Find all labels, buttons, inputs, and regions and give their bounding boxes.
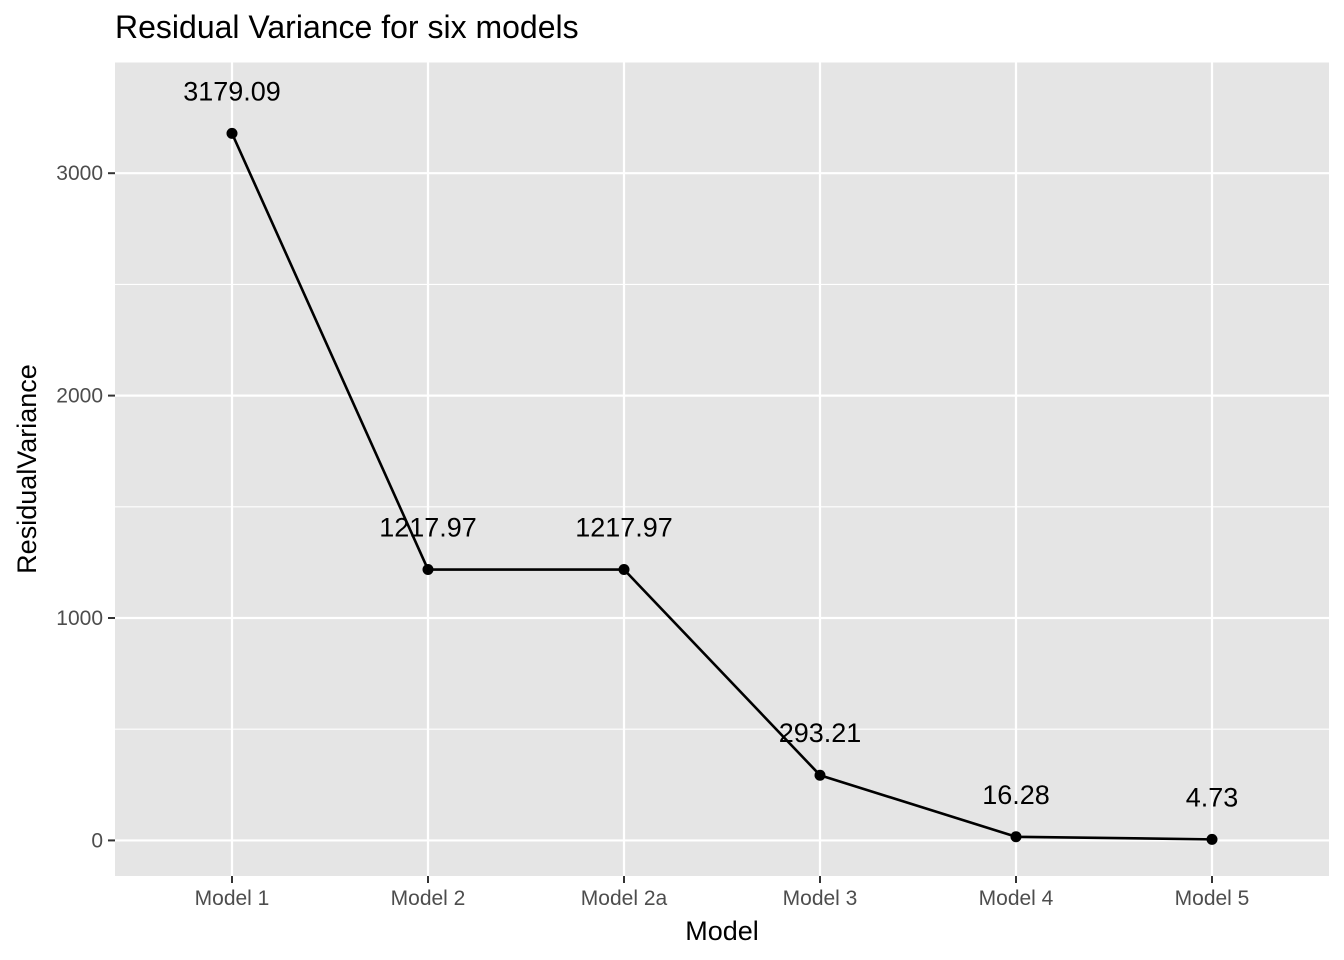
- data-label: 3179.09: [183, 76, 281, 106]
- x-tick-label: Model 5: [1175, 887, 1250, 910]
- x-axis-title: Model: [685, 916, 759, 946]
- x-tick-label: Model 2: [391, 887, 466, 910]
- y-axis: 0 1000 2000 3000: [56, 162, 115, 852]
- y-axis-title: ResidualVariance: [12, 364, 42, 574]
- series-line-group: [230, 132, 1213, 841]
- data-point: [618, 564, 630, 576]
- data-label: 16.28: [982, 780, 1050, 810]
- x-tick-label: Model 3: [783, 887, 858, 910]
- data-point: [1206, 833, 1218, 845]
- x-tick-label: Model 4: [979, 887, 1054, 910]
- x-axis: Model 1 Model 2 Model 2a Model 3 Model 4 Mode…: [195, 876, 1250, 910]
- data-point: [422, 564, 434, 576]
- chart-title: Residual Variance for six models: [115, 9, 579, 45]
- major-gridlines: [115, 62, 1329, 876]
- minor-gridlines: [115, 61, 1329, 730]
- x-tick-label: Model 1: [195, 887, 270, 910]
- data-point: [1010, 831, 1022, 843]
- data-labels: 3179.09 1217.97 1217.97 293.21 16.28 4.73: [183, 76, 1238, 812]
- data-label: 1217.97: [379, 513, 477, 543]
- data-point: [226, 127, 238, 139]
- data-point: [814, 769, 826, 781]
- data-label: 1217.97: [575, 513, 673, 543]
- series-line: [230, 132, 1213, 841]
- x-tick-label: Model 2a: [581, 887, 668, 910]
- plot-panel: [115, 62, 1329, 876]
- y-tick-label: 0: [91, 829, 103, 852]
- y-tick-label: 3000: [56, 162, 103, 185]
- y-tick-label: 2000: [56, 385, 103, 408]
- data-label: 4.73: [1186, 782, 1239, 812]
- data-label: 293.21: [779, 718, 862, 748]
- y-tick-label: 1000: [56, 607, 103, 630]
- data-points: [226, 127, 1218, 845]
